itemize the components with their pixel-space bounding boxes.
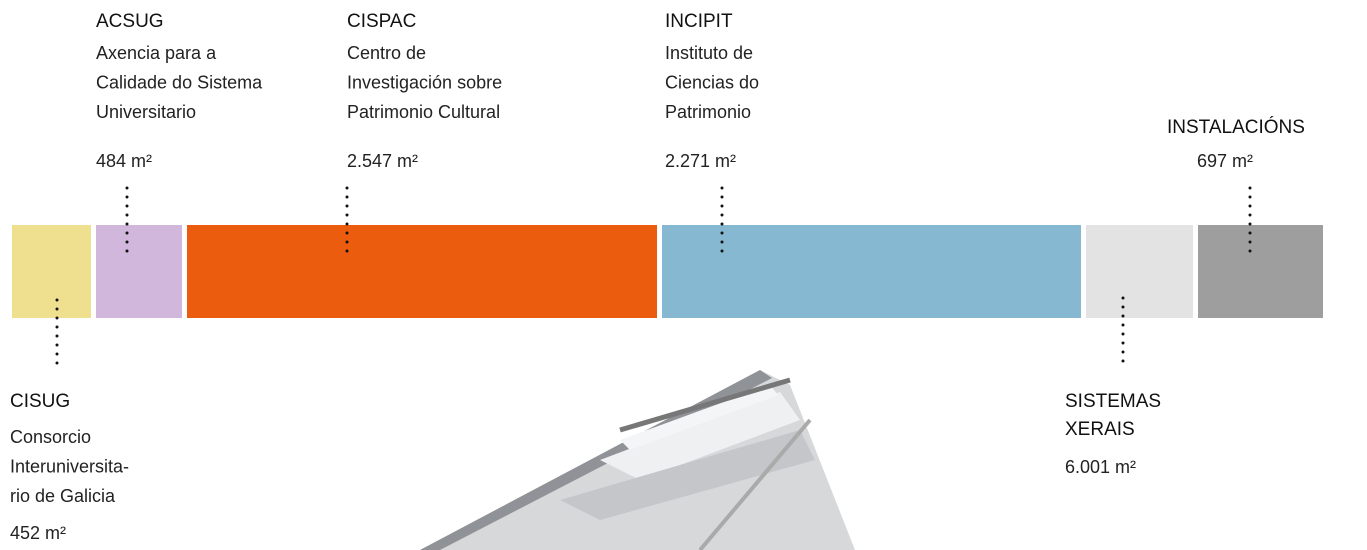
- unit-area: 452 m²: [10, 523, 66, 543]
- segment: [12, 225, 91, 318]
- unit-area: 697 m²: [1197, 151, 1253, 171]
- segment: [187, 225, 657, 318]
- unit-name: INCIPIT: [665, 11, 733, 32]
- segment: [1086, 225, 1193, 318]
- unit-name: ACSUG: [96, 11, 164, 32]
- unit-description: Patrimonio Cultural: [347, 102, 500, 122]
- unit-description: Axencia para a: [96, 43, 217, 63]
- unit-description: Ciencias do: [665, 72, 759, 92]
- unit-description: Patrimonio: [665, 102, 751, 122]
- unit-name: CISPAC: [347, 11, 416, 32]
- unit-area: 484 m²: [96, 151, 152, 171]
- unit-area: 6.001 m²: [1065, 457, 1136, 477]
- unit-name: SISTEMAS: [1065, 391, 1161, 412]
- unit-description: Centro de: [347, 43, 426, 63]
- segment: [96, 225, 182, 318]
- unit-name: INSTALACIÓNS: [1167, 116, 1305, 138]
- roof-photo: [420, 370, 855, 550]
- unit-description: Calidade do Sistema: [96, 72, 263, 92]
- segment: [662, 225, 1081, 318]
- unit-description: Interuniversita-: [10, 456, 129, 476]
- unit-description: Universitario: [96, 102, 196, 122]
- infographic: CISUG Consorcio Interuniversita-rio de Gal…: [0, 0, 1367, 550]
- unit-description: rio de Galicia: [10, 486, 116, 506]
- unit-description: Consorcio: [10, 427, 91, 447]
- unit-name: CISUG: [10, 391, 70, 412]
- unit-area: 2.547 m²: [347, 151, 418, 171]
- unit-description: Investigación sobre: [347, 72, 502, 92]
- unit-description: Instituto de: [665, 43, 753, 63]
- unit-area: 2.271 m²: [665, 151, 736, 171]
- segment: [1198, 225, 1323, 318]
- unit-name: XERAIS: [1065, 419, 1135, 440]
